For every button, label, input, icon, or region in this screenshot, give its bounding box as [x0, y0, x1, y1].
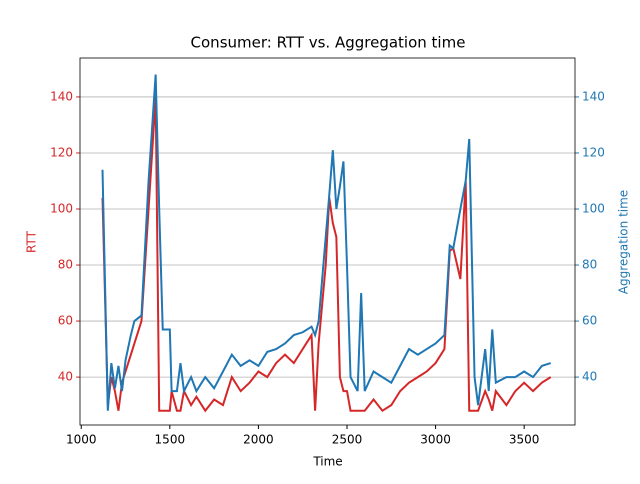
series-line [101, 74, 552, 411]
x-tick-label: 3000 [420, 433, 451, 447]
y2-tick-label: 100 [582, 202, 605, 216]
y-tick-label: 120 [50, 145, 73, 159]
y-tick-label: 80 [58, 258, 73, 272]
y-axis-label: RTT [25, 230, 39, 253]
x-tick-label: 3500 [509, 433, 540, 447]
x-tick-label: 1000 [66, 433, 97, 447]
plot-frame [79, 57, 576, 426]
y2-tick-label: 140 [582, 89, 605, 103]
x-tick-label: 2000 [243, 433, 274, 447]
y2-tick-label: 40 [582, 370, 597, 384]
chart-title: Consumer: RTT vs. Aggregation time [191, 34, 466, 52]
series-line [101, 96, 552, 413]
x-axis-label: Time [312, 455, 342, 469]
x-tick-label: 2500 [332, 433, 363, 447]
y2-tick-label: 60 [582, 314, 597, 328]
y2-axis-label: Aggregation time [617, 190, 631, 294]
y-tick-label: 60 [58, 314, 73, 328]
x-tick-label: 1500 [155, 433, 186, 447]
y2-tick-label: 120 [582, 145, 605, 159]
y2-tick-label: 80 [582, 258, 597, 272]
y-tick-label: 140 [50, 89, 73, 103]
y-tick-label: 100 [50, 202, 73, 216]
y-tick-label: 40 [58, 370, 73, 384]
